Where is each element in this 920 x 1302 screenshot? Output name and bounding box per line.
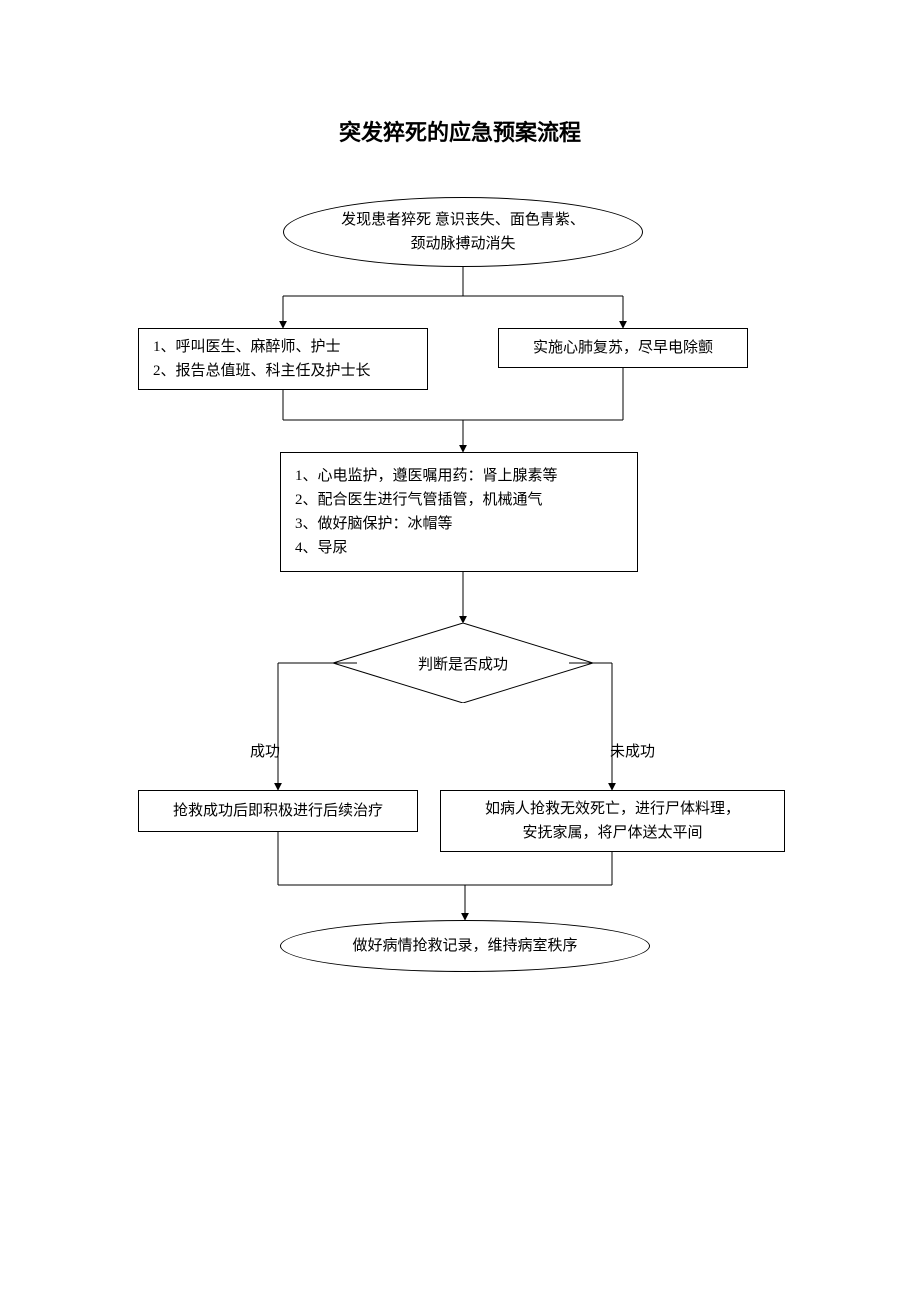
start-node: 发现患者猝死 意识丧失、面色青紫、 颈动脉搏动消失 [283,197,643,267]
right-action-node: 实施心肺复苏，尽早电除颤 [498,328,748,368]
success-box-line1: 抢救成功后即积极进行后续治疗 [173,799,383,823]
fail-box: 如病人抢救无效死亡，进行尸体料理， 安抚家属，将尸体送太平间 [440,790,785,852]
success-label: 成功 [250,740,280,761]
treatment-node: 1、心电监护，遵医嘱用药：肾上腺素等 2、配合医生进行气管插管，机械通气 3、做… [280,452,638,572]
fail-box-line2: 安抚家属，将尸体送太平间 [522,821,702,845]
end-line1: 做好病情抢救记录，维持病室秩序 [352,934,577,958]
start-line1: 发现患者猝死 意识丧失、面色青紫、 [341,208,585,232]
treatment-line1: 1、心电监护，遵医嘱用药：肾上腺素等 [295,464,558,488]
page-title: 突发猝死的应急预案流程 [0,115,920,147]
treatment-line2: 2、配合医生进行气管插管，机械通气 [295,488,543,512]
start-line2: 颈动脉搏动消失 [410,232,515,256]
treatment-line4: 4、导尿 [295,536,348,560]
treatment-line3: 3、做好脑保护：冰帽等 [295,512,453,536]
left-action-node: 1、呼叫医生、麻醉师、护士 2、报告总值班、科主任及护士长 [138,328,428,390]
end-node: 做好病情抢救记录，维持病室秩序 [280,920,650,972]
decision-node: 判断是否成功 [333,623,593,703]
right-action-line1: 实施心肺复苏，尽早电除颤 [533,336,713,360]
left-action-line2: 2、报告总值班、科主任及护士长 [153,359,371,383]
success-box: 抢救成功后即积极进行后续治疗 [138,790,418,832]
decision-text: 判断是否成功 [418,653,508,674]
left-action-line1: 1、呼叫医生、麻醉师、护士 [153,335,341,359]
fail-label: 未成功 [610,740,655,761]
fail-box-line1: 如病人抢救无效死亡，进行尸体料理， [485,797,740,821]
